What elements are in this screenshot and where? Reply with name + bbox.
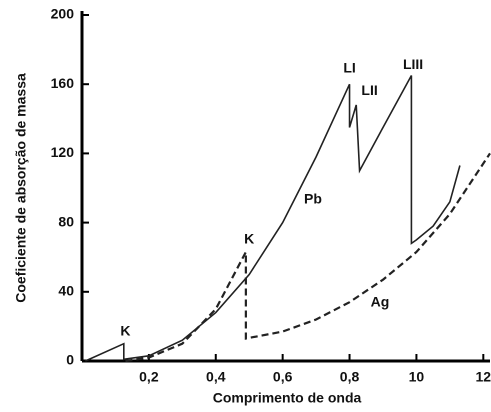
- annotation: K: [120, 322, 130, 338]
- y-tick-label: 160: [51, 75, 75, 91]
- y-axis-label: Coeficiente de absorção de massa: [13, 73, 29, 303]
- x-tick-label: 0,2: [139, 369, 159, 385]
- series-label: Ag: [371, 294, 390, 310]
- x-axis-label: Comprimento de onda: [213, 390, 362, 406]
- x-tick-label: 0,4: [206, 369, 226, 385]
- x-tick-label: 0,6: [273, 369, 293, 385]
- annotation: K: [244, 231, 254, 247]
- y-tick-label: 80: [58, 213, 74, 229]
- y-tick-label: 40: [58, 283, 74, 299]
- annotation: LIII: [403, 56, 423, 72]
- y-tick-label: 120: [51, 144, 75, 160]
- series-label: Pb: [304, 191, 322, 207]
- y-tick-label: 200: [51, 6, 75, 22]
- annotation: LII: [361, 82, 377, 98]
- x-tick-label: 12: [476, 369, 491, 385]
- series-line: [85, 75, 461, 362]
- x-tick-label: 10: [409, 369, 425, 385]
- annotation: LI: [343, 59, 355, 75]
- x-tick-label: 0,8: [340, 369, 360, 385]
- y-tick-label: 0: [66, 352, 74, 368]
- series-line: [125, 152, 491, 363]
